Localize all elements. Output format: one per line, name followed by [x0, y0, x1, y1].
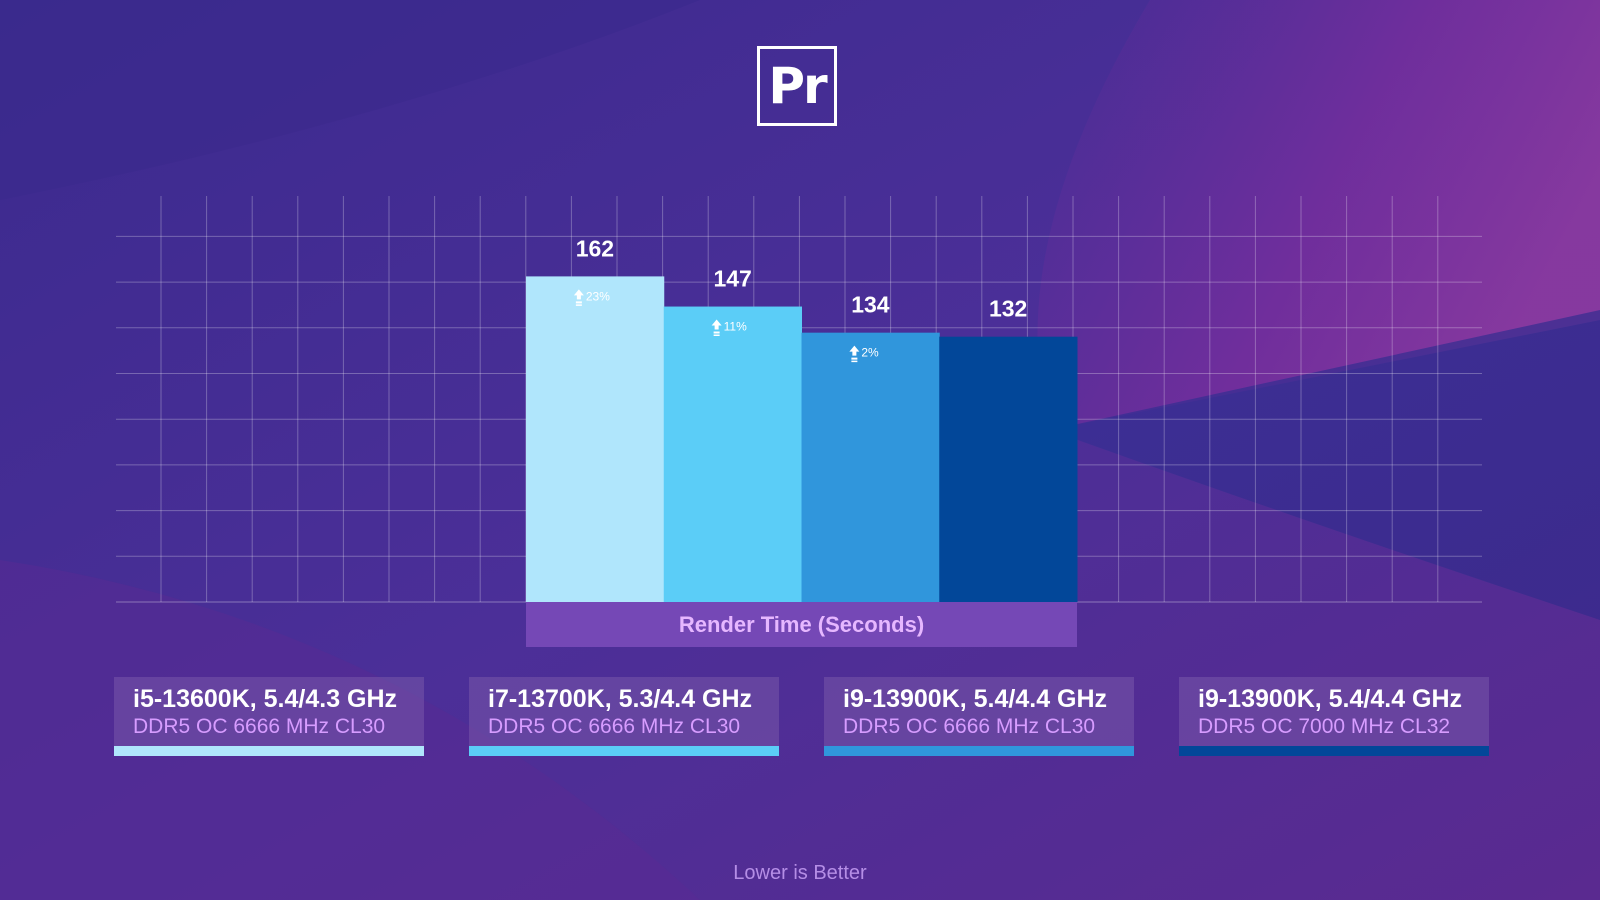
bar-value-label: 134	[851, 292, 890, 318]
footer-note: Lower is Better	[733, 862, 867, 884]
legend-item-1: i5-13600K, 5.4/4.3 GHz DDR5 OC 6666 MHz …	[114, 677, 424, 756]
legend-title: i5-13600K, 5.4/4.3 GHz	[133, 685, 398, 713]
logo-text: Pr	[768, 57, 827, 115]
legend-subtitle: DDR5 OC 7000 MHz CL32	[1198, 715, 1451, 738]
legend-swatch	[114, 746, 424, 756]
legend-item-4: i9-13900K, 5.4/4.4 GHz DDR5 OC 7000 MHz …	[1179, 677, 1489, 756]
premiere-pro-logo: Pr	[757, 46, 837, 126]
bar	[526, 276, 665, 602]
x-axis-label-text: Render Time (Seconds)	[678, 611, 925, 637]
bar-diff-label: 11%	[724, 320, 747, 334]
bar-diff-label: 2%	[861, 346, 879, 360]
bar-value-label: 162	[576, 235, 614, 261]
bar	[801, 332, 940, 602]
legend-swatch	[469, 746, 779, 756]
up-arrow-icon	[711, 319, 722, 337]
bar-value-label: 132	[989, 296, 1027, 322]
legend-subtitle: DDR5 OC 6666 MHz CL30	[488, 715, 741, 738]
legend-swatch	[824, 746, 1134, 756]
bar	[663, 306, 802, 602]
legend-item-2: i7-13700K, 5.3/4.4 GHz DDR5 OC 6666 MHz …	[469, 677, 779, 756]
bar	[939, 336, 1078, 602]
legend-subtitle: DDR5 OC 6666 MHz CL30	[843, 715, 1096, 738]
x-axis-label: Render Time (Seconds)	[526, 602, 1077, 647]
legend-title: i9-13900K, 5.4/4.4 GHz	[843, 685, 1108, 713]
legend-title: i9-13900K, 5.4/4.4 GHz	[1198, 685, 1463, 713]
legend-swatch	[1179, 746, 1489, 756]
chart-labels: 162 23% 147 11% 134 2% 132	[573, 235, 1027, 363]
chart-bars	[526, 276, 1078, 602]
bar-value-label: 147	[713, 266, 751, 292]
up-arrow-icon	[573, 289, 584, 306]
legend-item-3: i9-13900K, 5.4/4.4 GHz DDR5 OC 6666 MHz …	[824, 677, 1134, 756]
bar-diff-label: 23%	[586, 289, 610, 303]
legend-subtitle: DDR5 OC 6666 MHz CL30	[133, 715, 386, 738]
legend-title: i7-13700K, 5.3/4.4 GHz	[488, 685, 753, 713]
up-arrow-icon	[849, 345, 860, 363]
